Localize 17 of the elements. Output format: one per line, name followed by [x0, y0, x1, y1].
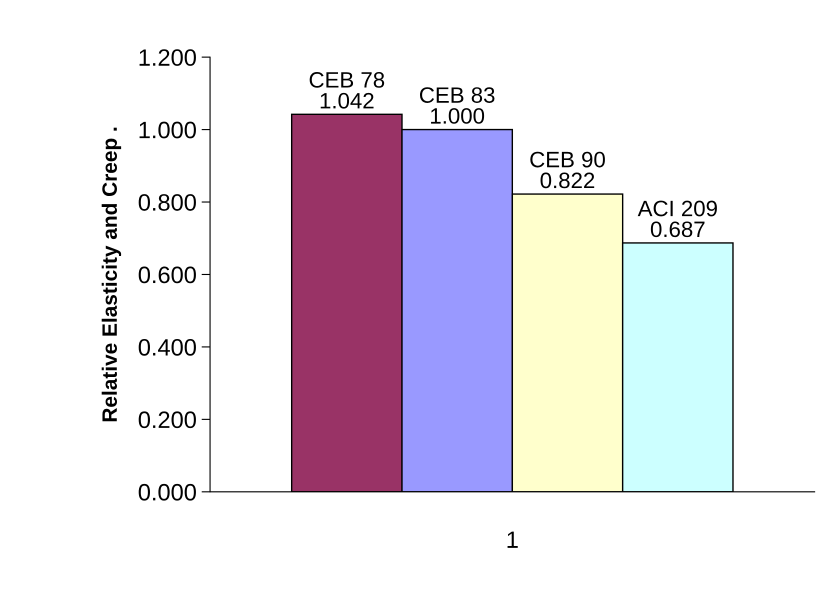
- series-label: CEB 83: [420, 87, 494, 103]
- y-tick-label: 1.200: [140, 49, 196, 66]
- y-tick-label: 0.200: [138, 411, 196, 428]
- data-label: 0.687: [650, 221, 705, 238]
- data-label: 1.000: [431, 108, 484, 124]
- y-axis-title: Relative Elasticity and Creep .: [102, 128, 122, 422]
- series-label: CEB 78: [310, 72, 384, 88]
- x-tick-label: 1: [508, 532, 518, 548]
- series-label: ACI 209: [638, 200, 717, 216]
- series-label: CEB 90: [530, 152, 605, 168]
- data-label: 0.822: [540, 172, 594, 188]
- y-tick-label: 0.000: [138, 484, 196, 501]
- y-tick-label: 0.800: [138, 194, 196, 211]
- y-tick-label: 1.000: [140, 122, 196, 138]
- y-tick-label: 0.600: [138, 266, 196, 284]
- data-label: 1.042: [320, 92, 374, 109]
- y-tick-label: 0.400: [138, 338, 196, 356]
